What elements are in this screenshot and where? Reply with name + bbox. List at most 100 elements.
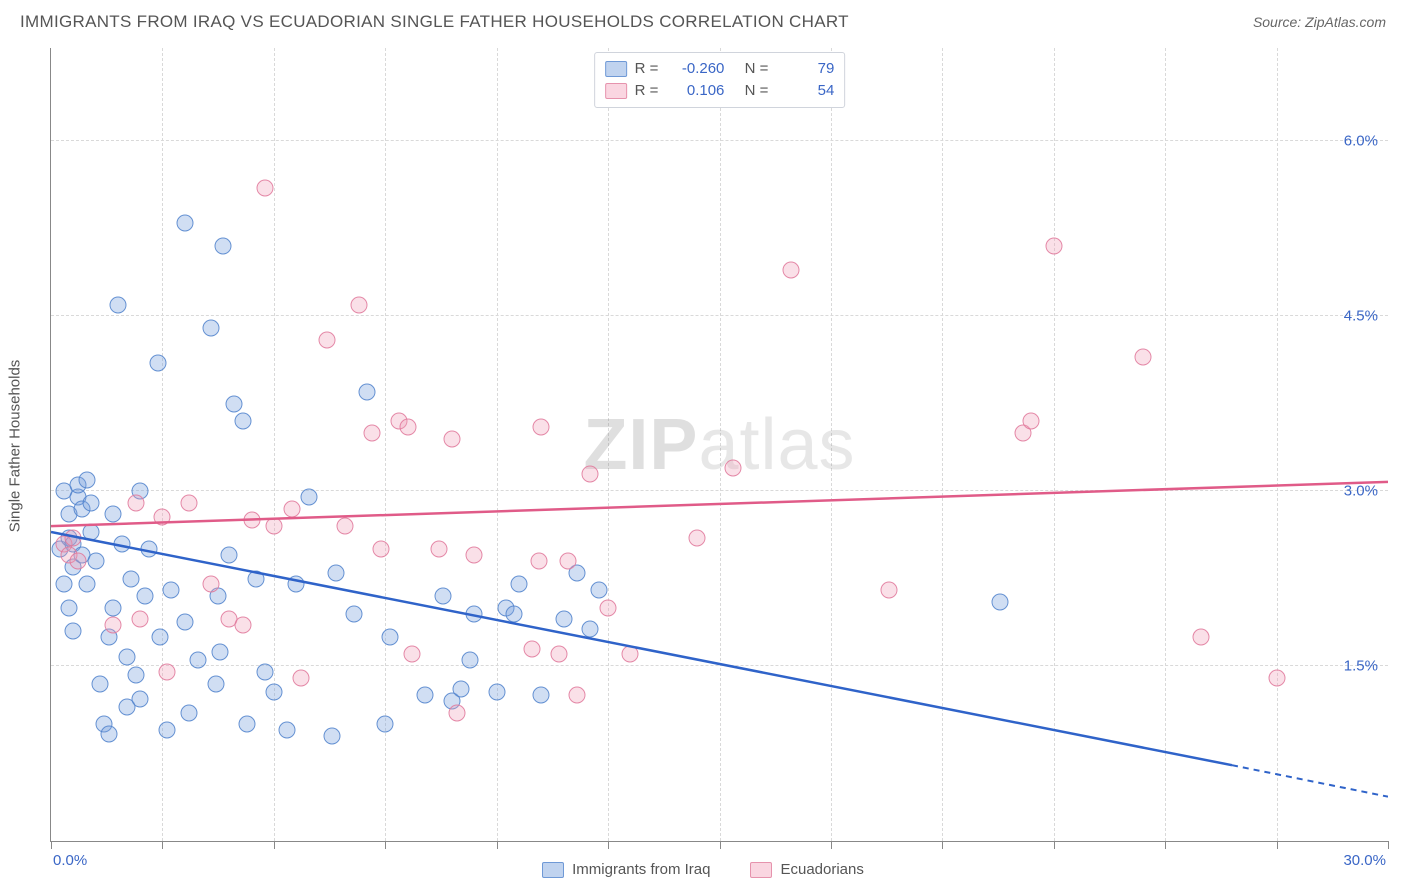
gridline-vertical	[831, 48, 832, 841]
data-point-series-1	[533, 687, 550, 704]
data-point-series-2	[243, 512, 260, 529]
data-point-series-2	[466, 547, 483, 564]
data-point-series-2	[880, 582, 897, 599]
data-point-series-1	[288, 576, 305, 593]
legend-n-value-2: 54	[776, 80, 834, 102]
data-point-series-2	[1134, 349, 1151, 366]
data-point-series-2	[319, 331, 336, 348]
data-point-series-1	[87, 553, 104, 570]
trend-line-extrapolated-series-1	[1232, 765, 1388, 796]
gridline-vertical	[942, 48, 943, 841]
data-point-series-2	[181, 494, 198, 511]
x-tick	[1277, 841, 1278, 849]
gridline-vertical	[720, 48, 721, 841]
data-point-series-1	[176, 613, 193, 630]
data-point-series-1	[78, 576, 95, 593]
x-tick	[608, 841, 609, 849]
data-point-series-1	[225, 395, 242, 412]
legend-bottom-series-2: Ecuadorians	[750, 861, 863, 878]
data-point-series-1	[207, 675, 224, 692]
data-point-series-1	[158, 722, 175, 739]
x-tick	[1165, 841, 1166, 849]
source-label: Source:	[1253, 14, 1301, 30]
data-point-series-1	[435, 588, 452, 605]
data-point-series-2	[531, 553, 548, 570]
data-point-series-2	[448, 704, 465, 721]
data-point-series-2	[203, 576, 220, 593]
x-tick	[942, 841, 943, 849]
legend-swatch-series-1	[605, 61, 627, 77]
legend-correlation-box: R = -0.260 N = 79 R = 0.106 N = 54	[594, 52, 846, 108]
y-tick-label: 1.5%	[1344, 658, 1378, 675]
legend-bottom-label-2: Ecuadorians	[780, 861, 863, 878]
legend-n-label: N =	[745, 58, 769, 80]
legend-n-label: N =	[745, 80, 769, 102]
x-tick	[51, 841, 52, 849]
data-point-series-2	[582, 465, 599, 482]
data-point-series-2	[622, 646, 639, 663]
data-point-series-2	[372, 541, 389, 558]
x-tick	[1388, 841, 1389, 849]
data-point-series-1	[992, 593, 1009, 610]
gridline-vertical	[1277, 48, 1278, 841]
gridline-vertical	[1165, 48, 1166, 841]
data-point-series-1	[123, 570, 140, 587]
data-point-series-2	[154, 508, 171, 525]
data-point-series-1	[279, 722, 296, 739]
data-point-series-1	[105, 506, 122, 523]
legend-row-series-1: R = -0.260 N = 79	[605, 58, 835, 80]
data-point-series-2	[444, 430, 461, 447]
data-point-series-1	[256, 663, 273, 680]
data-point-series-2	[724, 459, 741, 476]
data-point-series-2	[132, 611, 149, 628]
data-point-series-1	[56, 576, 73, 593]
gridline-vertical	[274, 48, 275, 841]
data-point-series-1	[417, 687, 434, 704]
source-attribution: Source: ZipAtlas.com	[1253, 14, 1386, 30]
data-point-series-1	[221, 547, 238, 564]
data-point-series-1	[190, 652, 207, 669]
data-point-series-2	[256, 179, 273, 196]
data-point-series-2	[1192, 628, 1209, 645]
legend-r-label: R =	[635, 80, 659, 102]
data-point-series-1	[346, 605, 363, 622]
x-tick	[385, 841, 386, 849]
data-point-series-1	[591, 582, 608, 599]
data-point-series-2	[551, 646, 568, 663]
x-tick	[1054, 841, 1055, 849]
data-point-series-2	[399, 419, 416, 436]
scatter-chart: ZIPatlas R = -0.260 N = 79 R = 0.106 N =…	[50, 48, 1388, 842]
data-point-series-1	[461, 652, 478, 669]
data-point-series-1	[265, 683, 282, 700]
data-point-series-1	[100, 725, 117, 742]
data-point-series-1	[92, 675, 109, 692]
data-point-series-2	[524, 640, 541, 657]
data-point-series-1	[127, 667, 144, 684]
data-point-series-1	[239, 716, 256, 733]
data-point-series-1	[555, 611, 572, 628]
source-link[interactable]: ZipAtlas.com	[1305, 14, 1386, 30]
legend-n-value-1: 79	[776, 58, 834, 80]
data-point-series-1	[109, 296, 126, 313]
chart-title: IMMIGRANTS FROM IRAQ VS ECUADORIAN SINGL…	[20, 12, 849, 32]
data-point-series-1	[60, 599, 77, 616]
data-point-series-2	[337, 518, 354, 535]
data-point-series-1	[506, 605, 523, 622]
watermark-atlas: atlas	[698, 405, 855, 485]
gridline-vertical	[497, 48, 498, 841]
data-point-series-2	[158, 663, 175, 680]
x-tick	[720, 841, 721, 849]
x-tick	[831, 841, 832, 849]
data-point-series-2	[234, 617, 251, 634]
x-tick	[274, 841, 275, 849]
data-point-series-2	[105, 617, 122, 634]
watermark-zip: ZIP	[583, 405, 698, 485]
data-point-series-1	[328, 564, 345, 581]
legend-r-value-1: -0.260	[666, 58, 724, 80]
data-point-series-2	[283, 500, 300, 517]
data-point-series-1	[510, 576, 527, 593]
data-point-series-1	[203, 319, 220, 336]
y-tick-label: 4.5%	[1344, 308, 1378, 325]
legend-row-series-2: R = 0.106 N = 54	[605, 80, 835, 102]
data-point-series-1	[453, 681, 470, 698]
